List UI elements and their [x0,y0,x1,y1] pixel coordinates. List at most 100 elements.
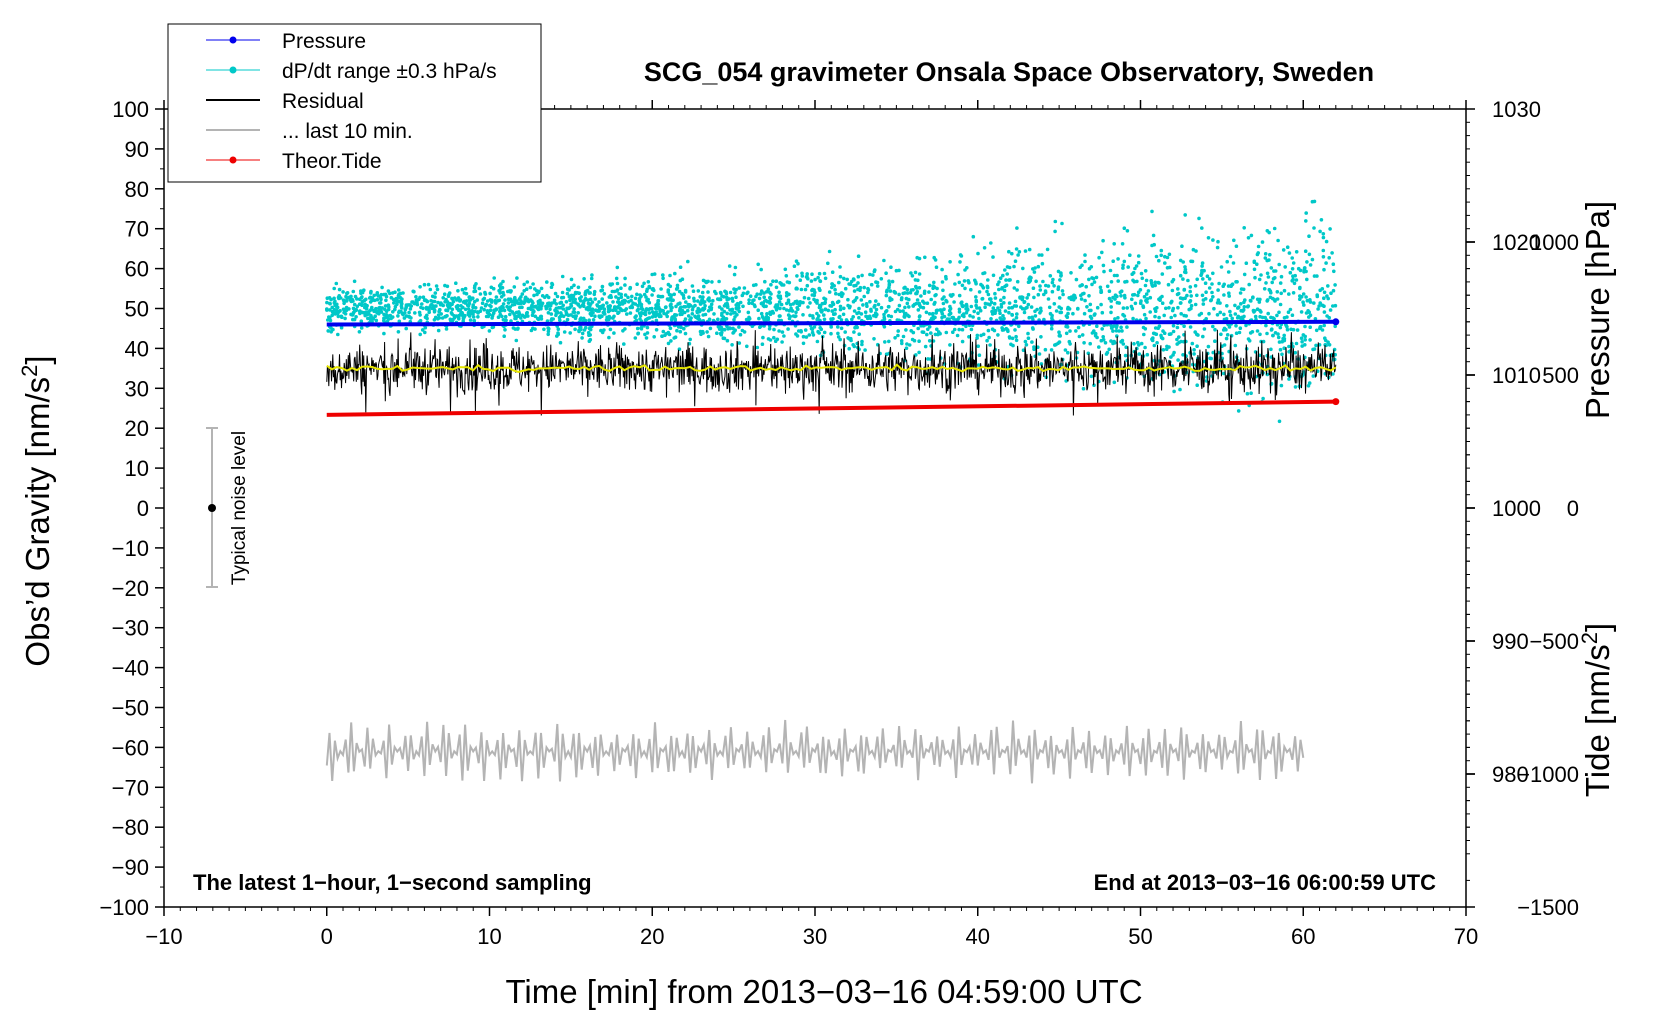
dpdt-point [558,301,562,305]
tide-tick-label: 1000 [1530,230,1579,255]
dpdt-point [1060,289,1065,293]
dpdt-point [432,318,437,322]
dpdt-point [1189,303,1194,308]
dpdt-point [683,317,688,321]
dpdt-point [1242,314,1246,319]
dpdt-point [1142,312,1147,317]
dpdt-point [1014,338,1019,343]
dpdt-point [899,339,904,343]
dpdt-point [945,317,950,321]
dpdt-point [868,299,872,304]
dpdt-point [410,300,414,304]
dpdt-point [901,334,906,339]
dpdt-point [418,285,422,289]
dpdt-point [759,311,764,316]
dpdt-point [820,301,825,306]
x-tick-label: 70 [1454,924,1478,949]
dpdt-point [1222,343,1227,347]
dpdt-point [806,296,811,301]
dpdt-point [1167,306,1171,310]
dpdt-point [1017,324,1021,329]
legend-label: Residual [282,90,364,113]
dpdt-point [1121,306,1126,310]
dpdt-point [907,305,911,309]
dpdt-point [971,315,975,319]
dpdt-point [1141,304,1145,308]
noise-bar-center [208,504,216,512]
dpdt-point [1073,296,1078,300]
pressure-tick-label: 990 [1492,629,1529,654]
dpdt-point [812,325,817,329]
dpdt-point [660,334,664,339]
dpdt-point [441,303,446,308]
dpdt-point [1224,317,1229,321]
dpdt-point [718,331,723,336]
dpdt-point [959,301,963,305]
dpdt-point [1119,325,1123,330]
dpdt-point [827,249,832,254]
dpdt-point [1182,288,1186,292]
dpdt-point [976,344,980,349]
dpdt-point [375,291,380,295]
dpdt-point [348,298,353,302]
dpdt-point [332,296,336,301]
dpdt-point [512,302,517,307]
dpdt-point [1095,324,1099,329]
dpdt-point [373,308,378,312]
legend-label: Theor.Tide [282,150,382,173]
dpdt-point [564,300,569,304]
dpdt-point [691,305,695,309]
dpdt-point [921,299,925,304]
dpdt-point [679,325,683,330]
dpdt-point [1285,327,1290,332]
dpdt-point [1012,286,1017,290]
dpdt-point [690,307,695,312]
y-tick-label: −100 [99,895,149,920]
dpdt-point [437,316,442,320]
dpdt-point [466,312,471,317]
dpdt-point [934,308,939,313]
dpdt-point [1200,261,1205,265]
dpdt-point [1083,253,1087,257]
dpdt-point [562,330,567,334]
dpdt-point [503,298,507,302]
dpdt-point [1293,385,1298,389]
dpdt-point [872,305,876,309]
dpdt-point [481,297,486,302]
dpdt-point [1253,314,1258,319]
dpdt-point [669,306,673,310]
dpdt-point [691,289,696,294]
dpdt-point [855,311,859,316]
dpdt-point [1176,358,1180,362]
dpdt-point [875,280,880,285]
dpdt-point [501,290,505,295]
dpdt-point [661,276,665,281]
dpdt-point [1319,218,1324,222]
dpdt-point [1272,269,1276,273]
dpdt-point [1194,249,1198,253]
dpdt-point [686,302,691,307]
dpdt-point [1014,247,1019,251]
dpdt-point [352,302,357,307]
dpdt-point [762,304,766,309]
y-axis-left-title-sup: 2 [17,365,42,377]
dpdt-point [341,298,346,303]
dpdt-point [771,279,775,284]
dpdt-point [1136,293,1140,298]
dpdt-point [1321,254,1326,259]
dpdt-point [1026,280,1031,285]
dpdt-point [842,306,846,311]
dpdt-point [801,313,805,317]
dpdt-point [1275,297,1280,301]
y-tick-label: −30 [112,616,149,641]
dpdt-point [1043,347,1048,352]
dpdt-point [530,299,534,304]
dpdt-point [1212,306,1216,311]
dpdt-point [960,283,965,288]
dpdt-point [351,289,356,294]
dpdt-point [549,312,554,316]
dpdt-point [992,301,997,306]
dpdt-point [963,286,967,291]
dpdt-point [838,304,843,309]
dpdt-point [1031,267,1035,271]
